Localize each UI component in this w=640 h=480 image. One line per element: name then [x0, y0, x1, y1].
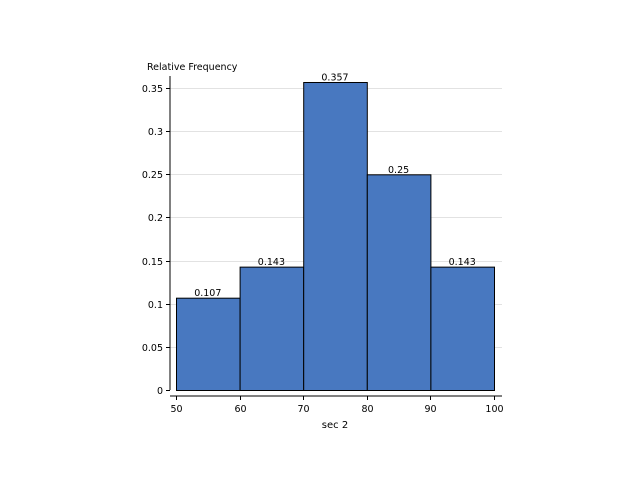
- x-ticks: 50 60 70 80 90 100: [170, 396, 504, 415]
- y-tick-label: 0.1: [148, 300, 163, 311]
- bar-value-label: 0.107: [194, 288, 221, 299]
- bars: [176, 82, 495, 392]
- histogram-bar: [366, 174, 432, 391]
- bar-value-label: 0.25: [388, 165, 409, 176]
- y-ticks: 0 0.05 0.1 0.15 0.2 0.25 0.3 0.35: [142, 84, 170, 397]
- x-tick-label: 80: [361, 404, 373, 415]
- x-axis-title: sec 2: [322, 420, 348, 431]
- bar-value-label: 0.143: [449, 257, 476, 268]
- histogram-bar: [430, 266, 495, 391]
- y-tick-label: 0.3: [148, 127, 163, 138]
- histogram-bar: [176, 297, 241, 392]
- histogram-bar: [303, 82, 368, 391]
- y-axis-title: Relative Frequency: [147, 62, 238, 73]
- x-tick-label: 100: [485, 404, 503, 415]
- y-tick-label: 0.25: [142, 170, 163, 181]
- bar-value-label: 0.357: [321, 73, 348, 84]
- axes: [169, 76, 502, 397]
- y-tick-label: 0.15: [142, 257, 163, 268]
- histogram-bar: [239, 266, 305, 391]
- y-tick-label: 0.2: [148, 213, 163, 224]
- y-tick-label: 0: [157, 386, 163, 397]
- data-labels: 0.107 0.143 0.357 0.25 0.143: [194, 73, 476, 300]
- x-tick-label: 50: [170, 404, 182, 415]
- x-tick-label: 60: [234, 404, 246, 415]
- y-tick-label: 0.05: [142, 343, 163, 354]
- bar-value-label: 0.143: [258, 257, 285, 268]
- x-tick-label: 70: [297, 404, 309, 415]
- y-tick-label: 0.35: [142, 84, 163, 95]
- x-tick-label: 90: [424, 404, 436, 415]
